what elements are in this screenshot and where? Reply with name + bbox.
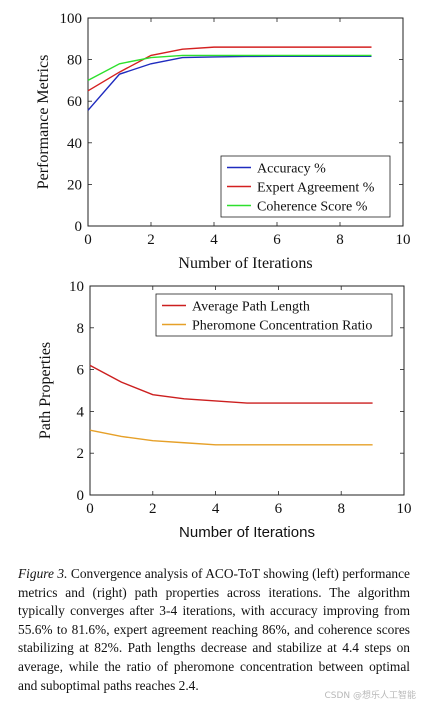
y-tick-label: 100 [60, 11, 83, 27]
x-tick-label: 4 [212, 501, 220, 517]
x-tick-label: 0 [86, 501, 94, 517]
series-line-0 [89, 364, 373, 404]
path-properties-chart: 0 2 4 6 8 10 0 2 4 6 8 10 Number of Iterations Path P… [37, 279, 412, 541]
x-tick-label: 2 [149, 501, 157, 517]
x-axis-label: Number of Iterations [178, 255, 312, 272]
y-tick-label: 4 [77, 404, 85, 420]
x-tick-label: 6 [275, 501, 283, 517]
y-axis-label: Performance Metrics [35, 55, 52, 190]
plot-frame [89, 285, 405, 496]
plot-frame [87, 17, 404, 227]
y-tick-label: 80 [67, 53, 82, 69]
x-tick-label: 6 [273, 232, 281, 248]
series-line-1 [89, 429, 373, 446]
x-tick-label: 8 [336, 232, 344, 248]
legend-label-1: Expert Agreement % [257, 181, 375, 196]
legend-label-0: Average Path Length [192, 300, 310, 315]
figure-caption: Figure 3. Convergence analysis of ACO-To… [18, 565, 410, 695]
series-line-0 [87, 55, 372, 111]
caption-text: Convergence analysis of ACO-ToT showing … [18, 566, 410, 693]
y-tick-label: 40 [67, 136, 82, 152]
series-line-1 [87, 46, 372, 92]
x-tick-label: 2 [147, 232, 155, 248]
x-axis-label: Number of Iterations [179, 524, 315, 541]
y-tick-label: 10 [69, 279, 84, 295]
x-tick-label: 10 [396, 232, 411, 248]
series-line-2 [87, 54, 372, 82]
figure-label: Figure 3. [18, 566, 68, 581]
y-axis-label: Path Properties [37, 342, 54, 439]
legend-label-0: Accuracy % [257, 162, 326, 177]
y-tick-label: 0 [77, 488, 85, 504]
y-tick-label: 20 [67, 177, 82, 193]
legend-label-1: Pheromone Concentration Ratio [192, 319, 372, 334]
x-tick-label: 4 [210, 232, 218, 248]
watermark: CSDN @想乐人工智能 [324, 691, 416, 701]
y-tick-label: 0 [75, 219, 83, 235]
legend-label-2: Coherence Score % [257, 200, 368, 215]
x-tick-label: 8 [337, 501, 345, 517]
x-tick-label: 0 [84, 232, 92, 248]
x-tick-label: 10 [397, 501, 412, 517]
y-tick-label: 6 [77, 363, 85, 379]
y-tick-label: 60 [67, 94, 82, 110]
y-tick-label: 2 [77, 446, 85, 462]
legend-box [155, 293, 393, 337]
y-tick-label: 8 [77, 321, 85, 337]
